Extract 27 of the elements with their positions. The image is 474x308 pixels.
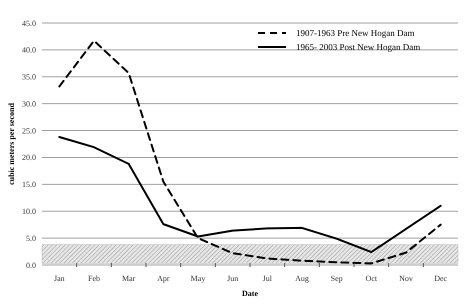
x-tick-label: Aug [295,274,309,283]
y-tick-label: 20.0 [22,153,36,162]
x-tick-label: Jan [54,274,65,283]
legend-label: 1965- 2003 Post New Hogan Dam [296,42,420,52]
x-tick-label: Feb [88,274,100,283]
x-tick-label: Oct [366,274,378,283]
y-tick-label: 0.0 [26,260,36,270]
x-tick-label: Mar [122,274,136,283]
line-series [58,40,442,264]
x-axis-title: Date [242,289,258,298]
y-tick-label: 40.0 [22,46,36,55]
y-axis-title: cubic meters per second [7,102,16,185]
y-tick-label: 45.0 [22,18,36,28]
x-tick-label: Jun [227,274,238,283]
y-tick-label: 15.0 [22,180,36,190]
y-tick-label: 5.0 [26,234,36,243]
y-tick-label: 30.0 [22,99,36,108]
x-tick-label: Sep [330,274,343,283]
x-tick-label: Nov [399,274,413,283]
y-tick-label: 25.0 [22,126,36,136]
x-tick-label: Jul [262,274,273,283]
y-tick-label: 10.0 [22,207,36,216]
x-tick-label: Dec [434,274,448,283]
x-tick-label: May [190,274,206,283]
x-tick-label: Apr [157,274,170,283]
legend-label: 1907-1963 Pre New Hogan Dam [296,28,414,38]
y-tick-label: 35.0 [22,72,36,82]
